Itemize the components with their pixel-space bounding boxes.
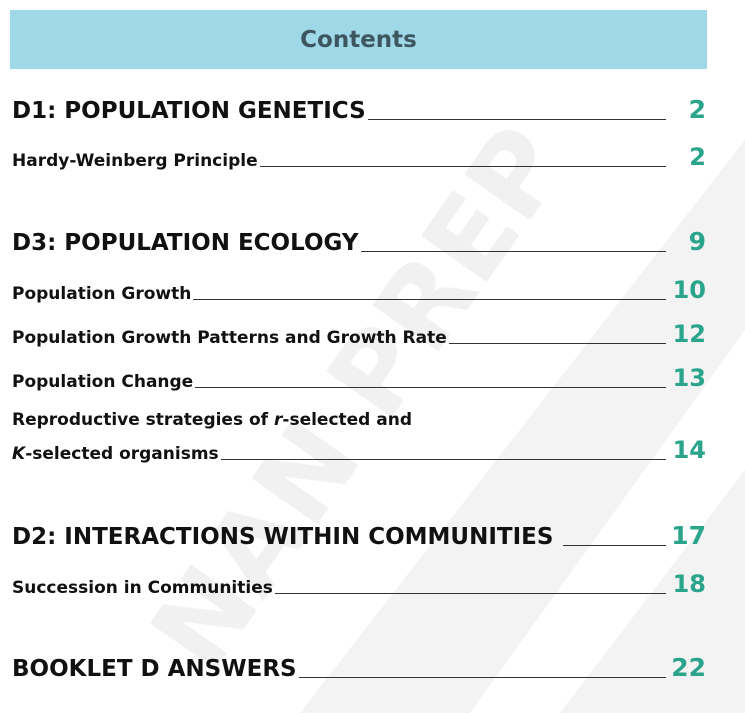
leader-line — [298, 677, 666, 678]
toc-entry-page: 17 — [671, 521, 706, 550]
toc-entry-label: D2: INTERACTIONS WITHIN COMMUNITIES — [12, 524, 554, 550]
toc-entry-d3[interactable]: D3: POPULATION ECOLOGY 9 — [12, 227, 706, 256]
toc-entry-page: 22 — [671, 653, 706, 682]
toc-entry-page: 14 — [672, 436, 706, 464]
leader-line — [220, 459, 666, 460]
leader-line — [193, 299, 666, 300]
toc-entry-page: 10 — [672, 276, 706, 304]
leader-line — [448, 343, 666, 344]
leader-line — [274, 593, 666, 594]
toc-entry-label-italic: r — [274, 410, 283, 430]
leader-line — [259, 166, 666, 167]
toc-entry-label-part: -selected and — [282, 410, 413, 430]
toc-entry-page: 18 — [672, 570, 706, 598]
toc-entry-label: D1: POPULATION GENETICS — [12, 98, 366, 124]
toc-entry-label-part: Reproductive strategies of — [12, 410, 274, 430]
toc-entry-population-growth[interactable]: Population Growth 10 — [12, 276, 706, 304]
toc-entry-label: Population Growth Patterns and Growth Ra… — [12, 328, 447, 348]
toc-entry-label: Population Change — [12, 372, 194, 392]
toc-entry-label: D3: POPULATION ECOLOGY — [12, 230, 359, 256]
leader-line — [360, 251, 666, 252]
toc-entry-reproductive-line2[interactable]: K-selected organisms 14 — [12, 436, 706, 464]
contents-header: Contents — [10, 10, 707, 69]
toc-entry-label-italic: K — [12, 444, 26, 464]
toc-entry-label: Succession in Communities — [12, 578, 273, 598]
toc-entry-page: 12 — [672, 320, 706, 348]
toc-entry-succession[interactable]: Succession in Communities 18 — [12, 570, 706, 598]
toc-entry-hardy-weinberg[interactable]: Hardy-Weinberg Principle 2 — [12, 143, 706, 171]
leader-line — [367, 119, 666, 120]
toc-entry-page: 2 — [689, 143, 706, 171]
toc-entry-growth-patterns[interactable]: Population Growth Patterns and Growth Ra… — [12, 320, 706, 348]
toc-entry-page: 9 — [688, 227, 706, 256]
toc-entry-reproductive-line1[interactable]: Reproductive strategies of r-selected an… — [12, 410, 412, 430]
toc-entry-population-change[interactable]: Population Change 13 — [12, 364, 706, 392]
toc-entry-answers[interactable]: BOOKLET D ANSWERS 22 — [12, 653, 706, 682]
toc-entry-label: BOOKLET D ANSWERS — [12, 656, 297, 682]
toc-entry-page: 13 — [672, 364, 706, 392]
toc-entry-label-part: -selected organisms — [25, 444, 219, 464]
toc-entry-d1[interactable]: D1: POPULATION GENETICS 2 — [12, 95, 706, 124]
toc-entry-d2[interactable]: D2: INTERACTIONS WITHIN COMMUNITIES 17 — [12, 521, 706, 550]
watermark-stripe-lower — [560, 470, 745, 713]
watermark-shapes — [300, 140, 745, 713]
leader-line — [195, 387, 666, 388]
watermark-stripe-upper — [300, 140, 745, 713]
toc-entry-label: Hardy-Weinberg Principle — [12, 151, 258, 171]
toc-entry-label: K-selected organisms — [12, 444, 219, 464]
contents-title: Contents — [300, 26, 417, 53]
toc-entry-label: Population Growth — [12, 284, 192, 304]
leader-line — [563, 545, 666, 546]
toc-entry-page: 2 — [688, 95, 706, 124]
